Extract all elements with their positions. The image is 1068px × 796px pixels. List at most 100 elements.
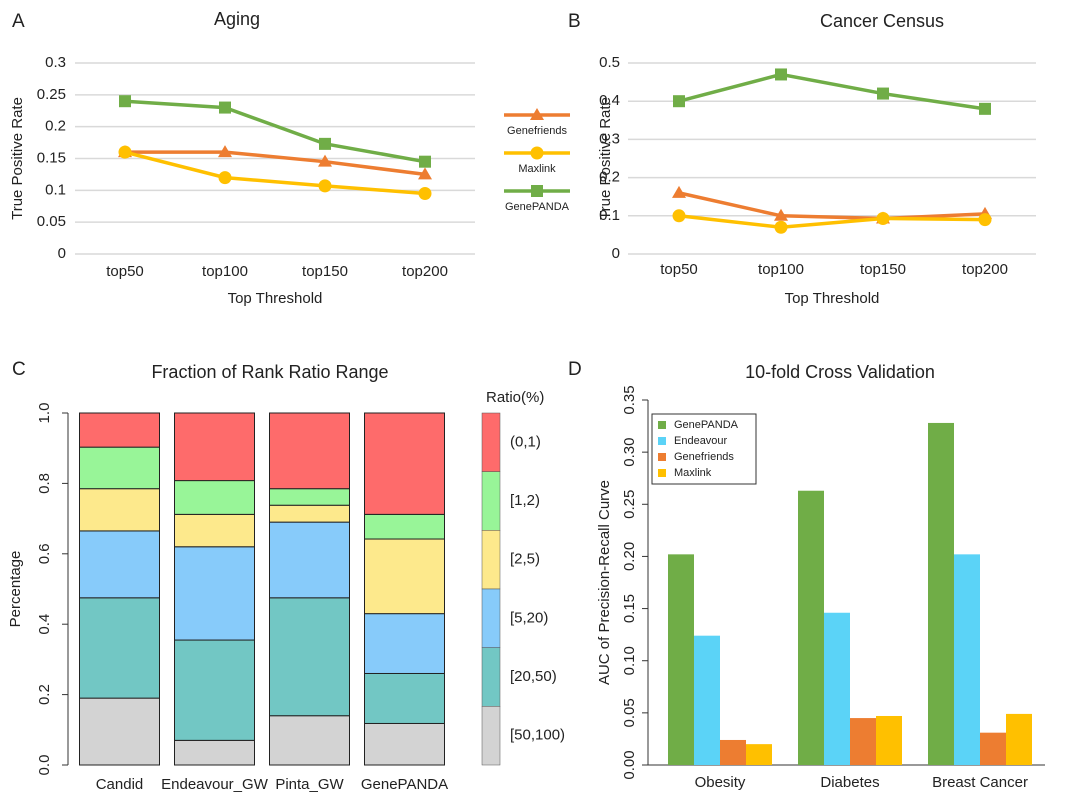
bar bbox=[1006, 713, 1032, 765]
bar-segment bbox=[174, 739, 255, 766]
marker bbox=[774, 208, 788, 221]
marker bbox=[877, 87, 889, 100]
marker bbox=[530, 108, 544, 120]
bar bbox=[850, 718, 876, 765]
bar-segment bbox=[174, 412, 255, 482]
x-tick-label: Breast Cancer bbox=[932, 774, 1028, 791]
legend-title: Ratio(%) bbox=[486, 389, 544, 406]
legend-box bbox=[651, 413, 757, 485]
y-axis-label: True Positive Rate bbox=[597, 97, 614, 220]
y-tick-label: 0.2 bbox=[599, 169, 620, 186]
x-tick-label: top200 bbox=[962, 261, 1008, 278]
y-tick-label: 0.2 bbox=[45, 118, 66, 135]
y-tick-label: 0.15 bbox=[37, 149, 66, 166]
marker bbox=[319, 137, 331, 150]
legend-label: Maxlink bbox=[518, 163, 556, 175]
chart-title: Cancer Census bbox=[820, 11, 944, 31]
legend-label: Genefriends bbox=[507, 125, 567, 137]
marker bbox=[531, 185, 543, 197]
bar-segment bbox=[79, 488, 160, 532]
y-tick-label: 0.8 bbox=[36, 473, 53, 494]
y-tick-label: 0.1 bbox=[45, 181, 66, 198]
y-tick-label: 0.25 bbox=[621, 490, 638, 519]
legend-swatch bbox=[481, 706, 501, 766]
marker bbox=[419, 155, 431, 168]
legend-label: Genefriends bbox=[674, 451, 734, 463]
bar bbox=[824, 612, 850, 765]
legend-label: [1,2) bbox=[510, 492, 540, 509]
marker bbox=[672, 185, 686, 198]
marker bbox=[118, 145, 132, 159]
legend-label: [2,5) bbox=[510, 551, 540, 568]
marker bbox=[978, 213, 992, 227]
y-tick-label: 0.25 bbox=[37, 86, 66, 103]
legend-swatch bbox=[481, 471, 501, 531]
y-tick-label: 0.20 bbox=[621, 542, 638, 571]
marker bbox=[673, 95, 685, 108]
bar bbox=[876, 715, 902, 765]
x-tick-label: top50 bbox=[106, 263, 144, 280]
y-axis-label: True Positive Rate bbox=[9, 97, 26, 220]
bar-segment bbox=[269, 412, 350, 490]
bar-segment bbox=[269, 715, 350, 766]
bar-segment bbox=[364, 513, 445, 540]
legend-label: Endeavour bbox=[674, 435, 728, 447]
y-tick-label: 0.35 bbox=[621, 385, 638, 414]
bar bbox=[720, 739, 746, 765]
panel-letter: C bbox=[12, 359, 26, 380]
y-tick-label: 0.4 bbox=[36, 614, 53, 635]
marker bbox=[218, 145, 232, 158]
bar-segment bbox=[79, 697, 160, 766]
legend-swatch bbox=[481, 412, 501, 472]
x-axis-label: Top Threshold bbox=[228, 290, 323, 307]
bar-segment bbox=[79, 597, 160, 699]
y-tick-label: 0.05 bbox=[621, 698, 638, 727]
series-line bbox=[678, 214, 986, 230]
y-tick-label: 0.15 bbox=[621, 594, 638, 623]
bar-segment bbox=[364, 412, 445, 515]
chart-title: 10-fold Cross Validation bbox=[745, 362, 935, 382]
panel-letter: D bbox=[568, 359, 582, 380]
x-axis-label: Top Threshold bbox=[785, 290, 880, 307]
bar-segment bbox=[269, 521, 350, 599]
legend-label: [50,100) bbox=[510, 727, 565, 744]
marker bbox=[775, 68, 787, 81]
y-tick-label: 0 bbox=[612, 245, 620, 262]
series-line bbox=[124, 99, 426, 164]
panel-letter: A bbox=[12, 11, 25, 32]
series-line bbox=[125, 150, 426, 177]
legend-label: GenePANDA bbox=[674, 419, 739, 431]
y-tick-label: 0.05 bbox=[37, 213, 66, 230]
bar-segment bbox=[174, 480, 255, 515]
marker bbox=[318, 179, 332, 193]
x-tick-label: top200 bbox=[402, 263, 448, 280]
y-tick-label: 0.3 bbox=[599, 130, 620, 147]
bar bbox=[954, 554, 980, 765]
series-line bbox=[678, 191, 986, 221]
legend-swatch bbox=[481, 530, 501, 590]
x-tick-label: top150 bbox=[860, 261, 906, 278]
bar-segment bbox=[269, 488, 350, 506]
x-tick-label: Candid bbox=[96, 776, 144, 793]
bar bbox=[798, 490, 824, 765]
x-tick-label: Endeavour_GW bbox=[161, 776, 269, 793]
x-tick-label: Obesity bbox=[695, 774, 746, 791]
chart-title: Fraction of Rank Ratio Range bbox=[151, 362, 388, 382]
legend-swatch bbox=[658, 469, 666, 477]
y-tick-label: 0.5 bbox=[599, 54, 620, 71]
y-tick-label: 0.0 bbox=[36, 755, 53, 776]
bar-segment bbox=[174, 546, 255, 641]
y-tick-label: 0.3 bbox=[45, 54, 66, 71]
x-tick-label: top150 bbox=[302, 263, 348, 280]
series-line bbox=[678, 72, 986, 111]
x-tick-label: top100 bbox=[758, 261, 804, 278]
x-tick-label: top100 bbox=[202, 263, 248, 280]
legend-label: (0,1) bbox=[510, 433, 541, 450]
bar-segment bbox=[269, 597, 350, 717]
bar bbox=[980, 732, 1006, 765]
legend-label: [5,20) bbox=[510, 609, 548, 626]
bar-segment bbox=[364, 672, 445, 724]
bar bbox=[668, 554, 694, 765]
y-tick-label: 0.6 bbox=[36, 543, 53, 564]
